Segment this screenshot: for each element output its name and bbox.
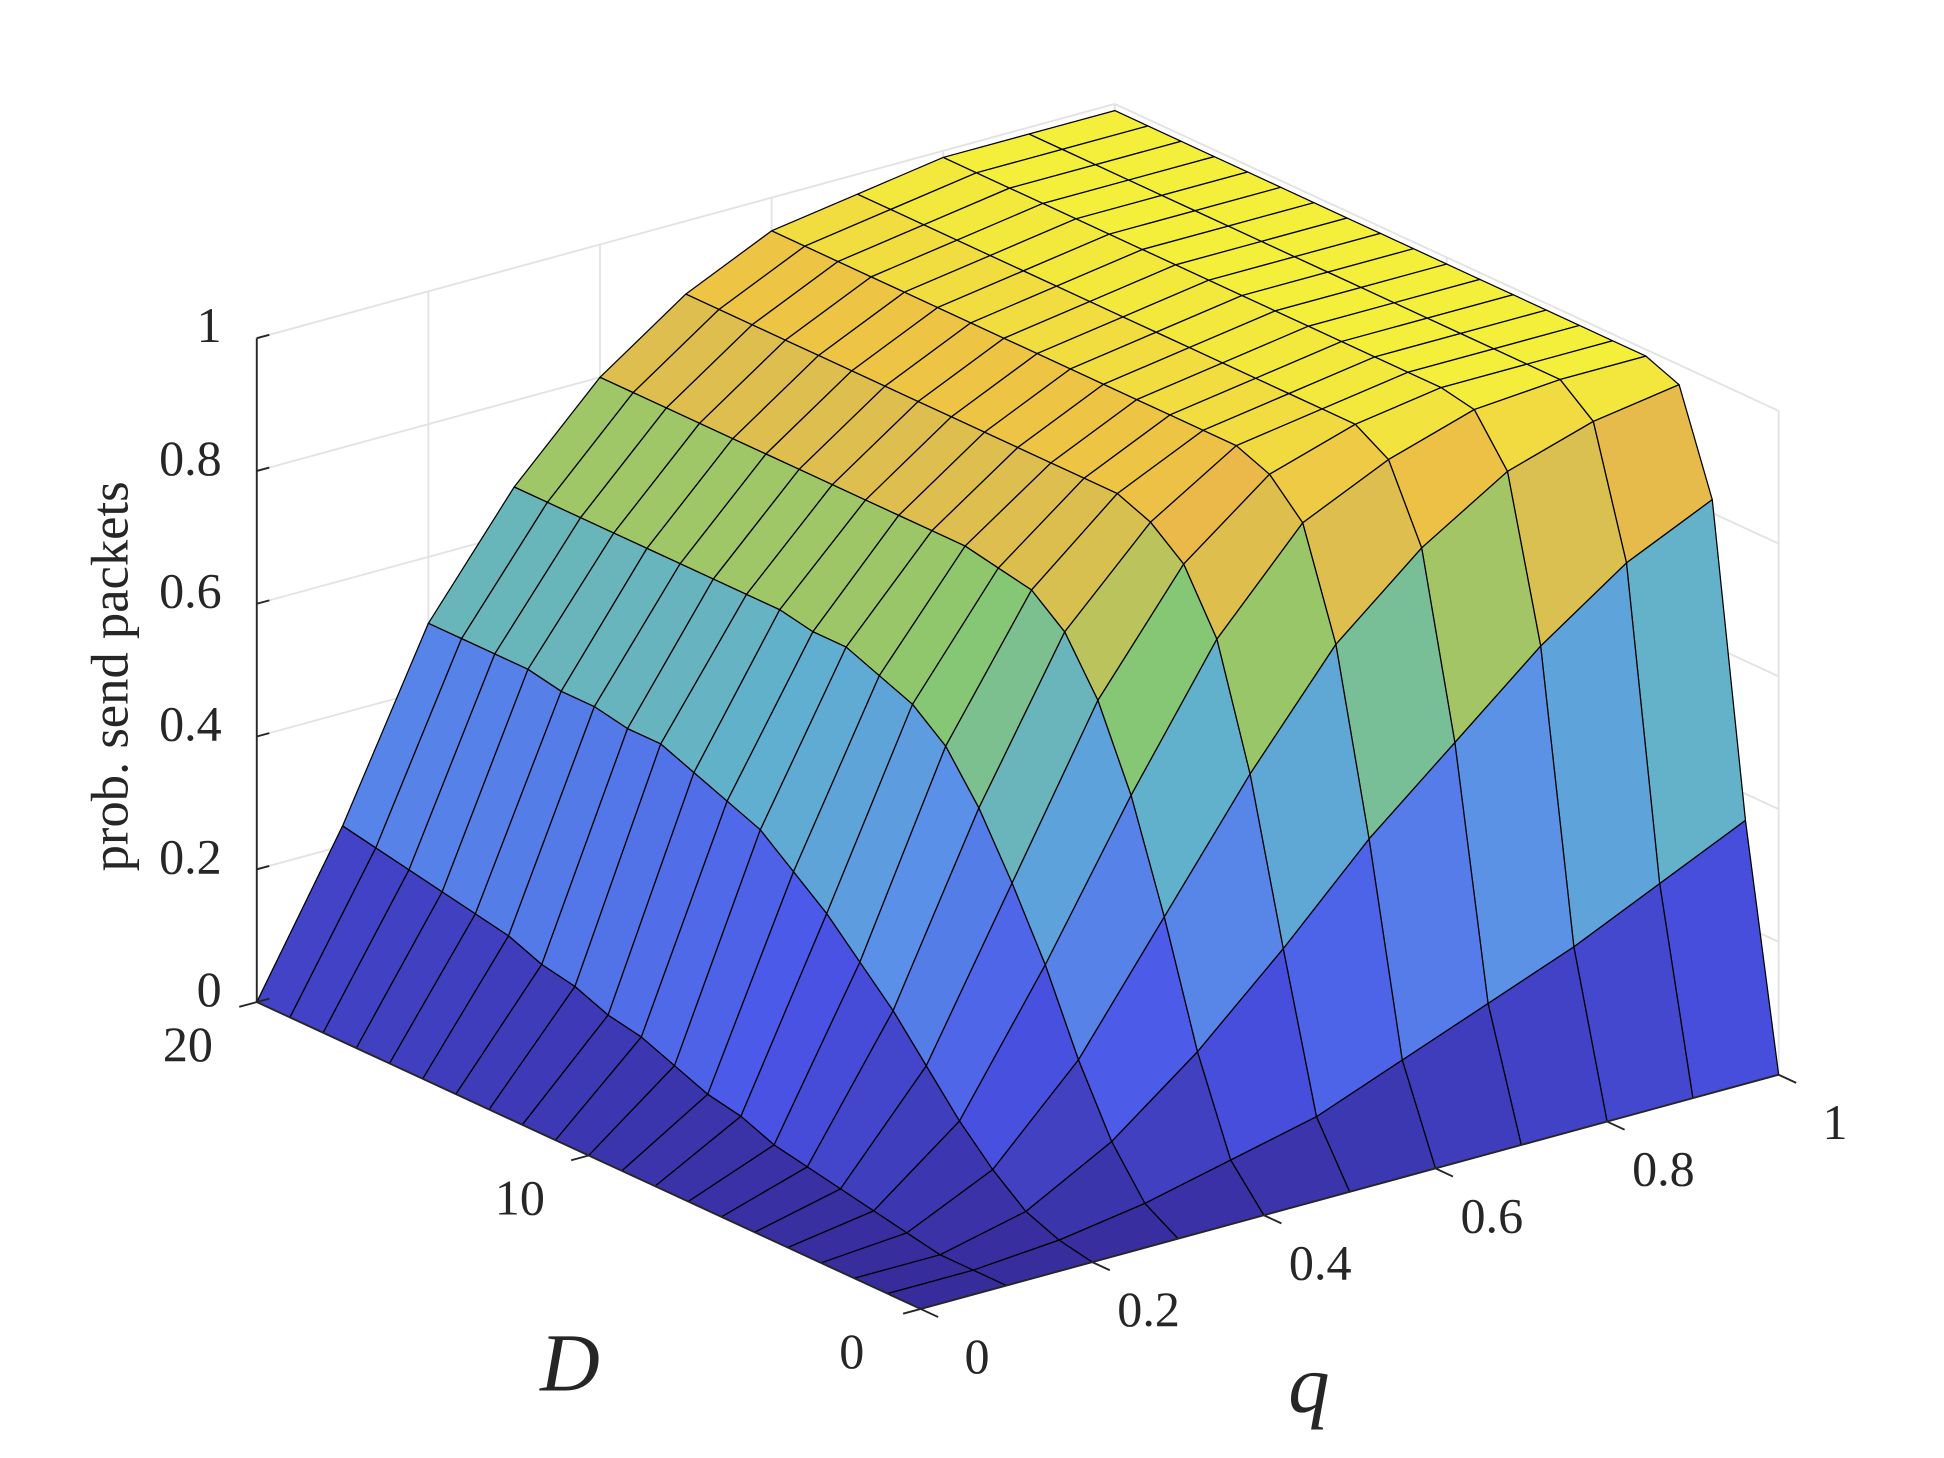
x-tick-label: 0.4 [1289,1234,1352,1290]
x-tick [1263,1214,1282,1225]
z-tick-label: 0.4 [159,696,222,752]
z-axis-label: prob. send packets [81,481,139,871]
x-tick-label: 1 [1823,1094,1848,1150]
z-tick-label: 0.8 [159,430,222,486]
y-axis-line [256,1001,922,1310]
surface [256,109,1780,1310]
y-tick-label: 20 [163,1016,213,1072]
z-tick [256,466,270,472]
y-axis-label: D [539,1317,600,1409]
x-tick-label: 0.6 [1461,1188,1524,1244]
x-tick-label: 0 [964,1328,989,1384]
z-tick-label: 1 [197,297,222,353]
x-tick [1435,1167,1454,1178]
y-tick [238,1001,258,1008]
x-tick [1606,1120,1625,1131]
z-tick [256,599,270,605]
y-tick [902,1308,921,1315]
z-tick [256,864,270,871]
x-tick [920,1308,939,1318]
y-tick-label: 10 [495,1170,545,1226]
z-tick-label: 0.2 [159,828,222,884]
z-tick [256,732,270,738]
y-tick-label: 0 [839,1323,864,1379]
z-tick [256,333,270,340]
x-tick [1091,1261,1111,1272]
z-tick [256,997,270,1003]
grid-line [256,103,1116,340]
z-tick-label: 0.6 [159,563,222,619]
x-tick [1778,1073,1797,1084]
x-tick-label: 0.2 [1117,1281,1180,1337]
x-axis-label: q [1288,1338,1329,1430]
x-axis-line [920,1073,1779,1310]
z-tick-label: 0 [197,961,222,1017]
x-tick-label: 0.8 [1632,1141,1695,1197]
y-tick [570,1154,589,1162]
